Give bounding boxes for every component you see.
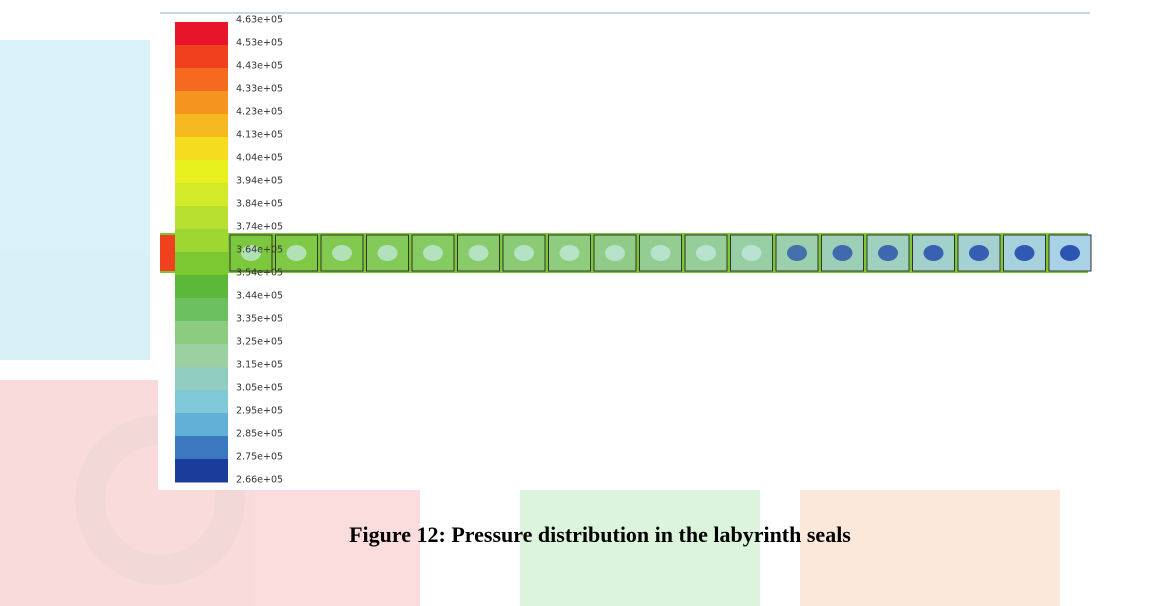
colorbar-band	[175, 22, 228, 46]
colorbar-label: 4.33e+05	[236, 84, 283, 95]
colorbar-label: 3.84e+05	[236, 199, 283, 210]
seal-cavity	[275, 234, 318, 272]
caption: Figure 12: Pressure distribution in the …	[349, 522, 851, 547]
colorbar-label: 3.15e+05	[236, 360, 283, 371]
colorbar-band	[175, 91, 228, 115]
vortex	[286, 245, 307, 261]
colorbar-band	[175, 459, 228, 483]
colorbar-band	[175, 344, 228, 368]
colorbar-band	[175, 252, 228, 276]
vortex	[741, 245, 762, 261]
colorbar-label: 3.25e+05	[236, 337, 283, 348]
colorbar-label: 3.05e+05	[236, 383, 283, 394]
colorbar-label: 4.43e+05	[236, 61, 283, 72]
vortex	[696, 245, 716, 261]
colorbar-band	[175, 321, 228, 345]
colorbar-band	[175, 367, 228, 391]
colorbar-band	[175, 413, 228, 437]
colorbar-band	[175, 183, 228, 207]
colorbar-label: 4.13e+05	[236, 130, 283, 141]
colorbar-band	[175, 137, 228, 161]
watermark-shape	[520, 470, 760, 606]
vortex	[1014, 245, 1035, 261]
colorbar-label: 3.74e+05	[236, 222, 283, 233]
vortex	[878, 245, 898, 261]
colorbar-label: 4.53e+05	[236, 38, 283, 49]
colorbar-band	[175, 229, 228, 253]
colorbar-label: 3.64e+05	[236, 245, 283, 256]
vortex	[1060, 245, 1080, 261]
colorbar-band	[175, 206, 228, 230]
vortex	[377, 245, 398, 261]
colorbar-label: 4.04e+05	[236, 153, 283, 164]
colorbar-label: 2.75e+05	[236, 452, 283, 463]
colorbar-band	[175, 160, 228, 184]
colorbar-label: 2.66e+05	[236, 475, 283, 486]
colorbar-band	[175, 68, 228, 92]
watermark-shape	[800, 470, 1060, 606]
colorbar-label: 4.23e+05	[236, 107, 283, 118]
vortex	[241, 245, 261, 261]
colorbar-band	[175, 390, 228, 414]
seal-strip	[160, 233, 1092, 273]
vortex	[332, 245, 352, 261]
vortex	[514, 245, 534, 261]
colorbar-label: 2.85e+05	[236, 429, 283, 440]
colorbar-band	[175, 275, 228, 299]
vortex	[832, 245, 853, 261]
colorbar-band	[175, 45, 228, 69]
colorbar-band	[175, 298, 228, 322]
colorbar-label: 2.95e+05	[236, 406, 283, 417]
colorbar-band	[175, 114, 228, 138]
colorbar-label: 3.35e+05	[236, 314, 283, 325]
seal-cavity	[639, 234, 682, 272]
vortex	[423, 245, 443, 261]
colorbar: 4.63e+05 4.53e+05 4.43e+05 4.33e+05 4.23e+05…	[175, 15, 283, 486]
vortex	[650, 245, 671, 261]
colorbar-label: 4.63e+05	[236, 15, 283, 26]
colorbar-label: 3.94e+05	[236, 176, 283, 187]
colorbar-label: 3.54e+05	[236, 268, 283, 279]
vortex	[468, 245, 489, 261]
vortex	[787, 245, 807, 261]
colorbar-label: 3.44e+05	[236, 291, 283, 302]
vortex	[605, 245, 625, 261]
vortex	[923, 245, 944, 261]
watermark-shape	[0, 40, 150, 360]
vortex	[559, 245, 580, 261]
vortex	[969, 245, 989, 261]
colorbar-band	[175, 436, 228, 460]
seal-inlet	[160, 235, 175, 271]
